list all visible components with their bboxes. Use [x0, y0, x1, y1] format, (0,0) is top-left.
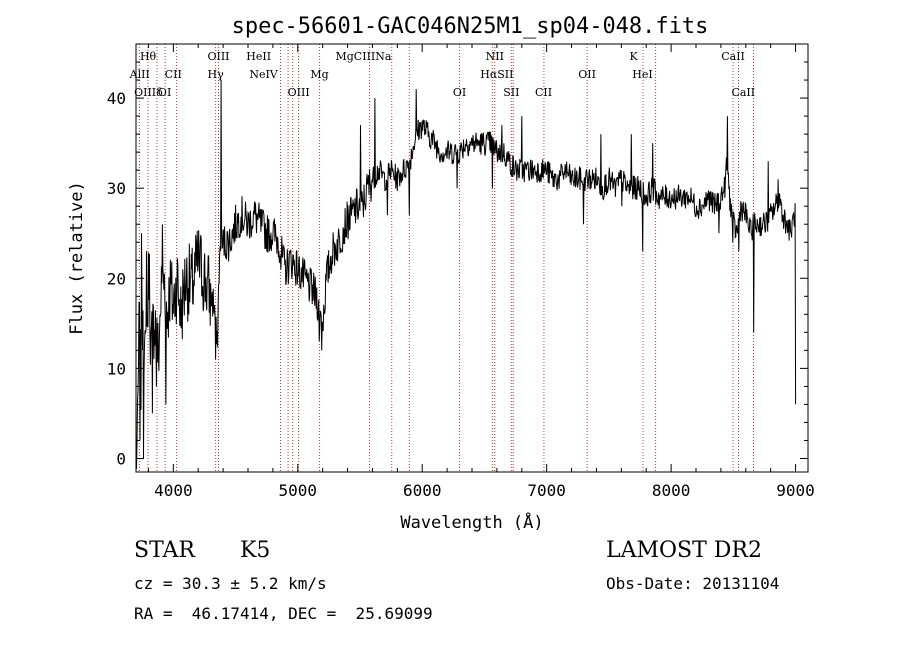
object-type: STAR — [134, 538, 195, 563]
flux-line — [135, 79, 797, 469]
survey-name: LAMOST DR2 — [606, 538, 762, 563]
line-labels: Hθ OIII HeII MgCIIINa NII K CaII AlII CII Hγ NeIV M… — [129, 50, 755, 99]
line-label: OIIIδ — [134, 86, 163, 99]
sky-coordinates: RA = 46.17414, DEC = 25.69099 — [134, 604, 433, 623]
axis-ticks: 4000 5000 6000 7000 8000 9000 0 10 20 30 40 — [107, 44, 815, 500]
y-tick-label: 30 — [107, 179, 126, 198]
line-markers — [138, 44, 754, 472]
line-label: CaII — [731, 86, 755, 99]
y-tick-label: 0 — [116, 449, 126, 468]
line-label: NeIV — [249, 68, 278, 81]
x-tick-label: 7000 — [527, 481, 566, 500]
line-label: HeII — [246, 50, 271, 63]
line-label: MgCIIINa — [336, 50, 392, 63]
line-label: OIII — [207, 50, 229, 63]
chart-title: spec-56601-GAC046N25M1_sp04-048.fits — [232, 14, 709, 39]
line-label: AlII — [129, 68, 150, 81]
redshift-velocity: cz = 30.3 ± 5.2 km/s — [134, 574, 327, 593]
x-tick-label: 5000 — [279, 481, 318, 500]
line-label: Mg — [310, 68, 328, 81]
object-subclass: K5 — [240, 538, 271, 563]
line-label: OIII — [288, 86, 310, 99]
y-axis-label: Flux (relative) — [67, 181, 87, 335]
line-label: OI — [453, 86, 466, 99]
line-label: CaII — [721, 50, 745, 63]
x-tick-label: 8000 — [652, 481, 691, 500]
line-label: CII — [165, 68, 182, 81]
y-tick-label: 10 — [107, 359, 126, 378]
line-label: Hγ — [208, 68, 225, 81]
line-label: HαSII — [480, 68, 513, 81]
x-tick-label: 9000 — [776, 481, 815, 500]
line-label: CII — [535, 86, 552, 99]
line-label: OI — [158, 86, 171, 99]
x-tick-label: 4000 — [154, 481, 193, 500]
line-label: NII — [486, 50, 504, 63]
x-axis-label: Wavelength (Å) — [400, 511, 543, 533]
line-label: Hθ — [140, 50, 157, 63]
line-label: K — [630, 50, 639, 63]
observation-date: Obs-Date: 20131104 — [606, 574, 780, 593]
line-label: HeI — [632, 68, 652, 81]
x-tick-label: 6000 — [403, 481, 442, 500]
line-label: OII — [578, 68, 596, 81]
y-tick-label: 40 — [107, 89, 126, 108]
y-tick-label: 20 — [107, 269, 126, 288]
line-label: SII — [503, 86, 519, 99]
spectrum-series — [135, 79, 797, 469]
plot-frame — [135, 43, 809, 473]
